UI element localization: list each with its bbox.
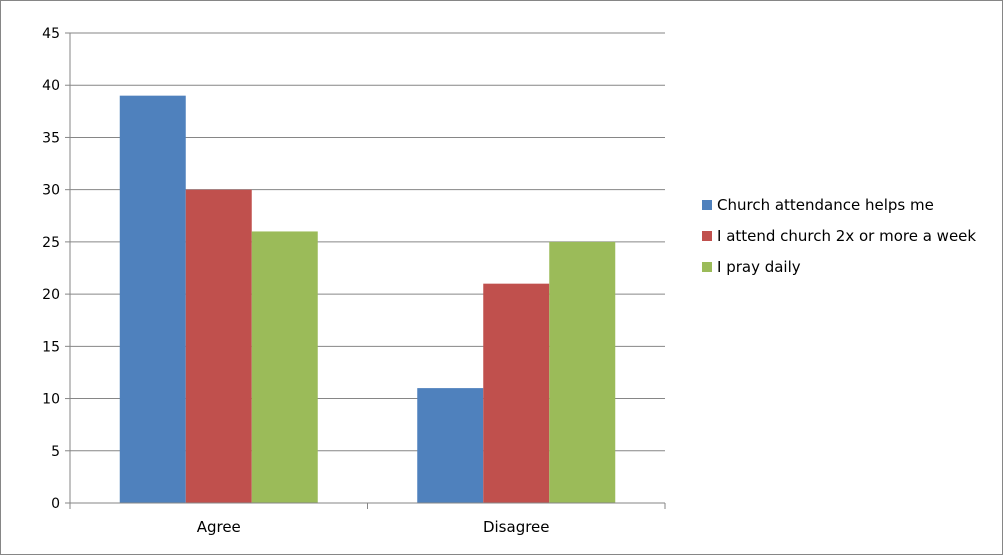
axes	[65, 32, 666, 509]
y-tick-label: 20	[42, 287, 60, 303]
legend-item: I pray daily	[702, 258, 801, 276]
y-tick-label: 30	[42, 183, 60, 199]
legend-item: I attend church 2x or more a week	[702, 227, 976, 245]
legend-item: Church attendance helps me	[702, 196, 934, 214]
y-tick-label: 25	[42, 235, 60, 251]
y-tick-label: 15	[42, 339, 60, 355]
y-tick-label: 5	[51, 444, 60, 460]
bar	[251, 231, 318, 503]
y-tick-label: 45	[42, 26, 60, 42]
bar	[483, 283, 550, 503]
legend-label: Church attendance helps me	[717, 196, 934, 214]
bar	[549, 241, 616, 503]
bar	[417, 388, 484, 503]
axis-labels: 0 5 10 15 20 25 30 35 40 45 Agree Disagree	[42, 26, 549, 536]
x-category-label: Disagree	[483, 518, 550, 536]
y-tick-label: 10	[42, 392, 60, 408]
y-tick-label: 0	[51, 496, 60, 512]
legend-swatch	[702, 200, 712, 210]
legend-label: I pray daily	[717, 258, 801, 276]
legend-swatch	[702, 231, 712, 241]
y-tick-label: 40	[42, 78, 60, 94]
bars	[119, 95, 616, 504]
x-category-label: Agree	[197, 518, 241, 536]
legend-label: I attend church 2x or more a week	[717, 227, 976, 245]
legend: Church attendance helps me I attend churc…	[702, 196, 976, 276]
bar	[119, 95, 186, 504]
legend-swatch	[702, 262, 712, 272]
y-tick-label: 35	[42, 130, 60, 146]
bar	[185, 189, 252, 503]
